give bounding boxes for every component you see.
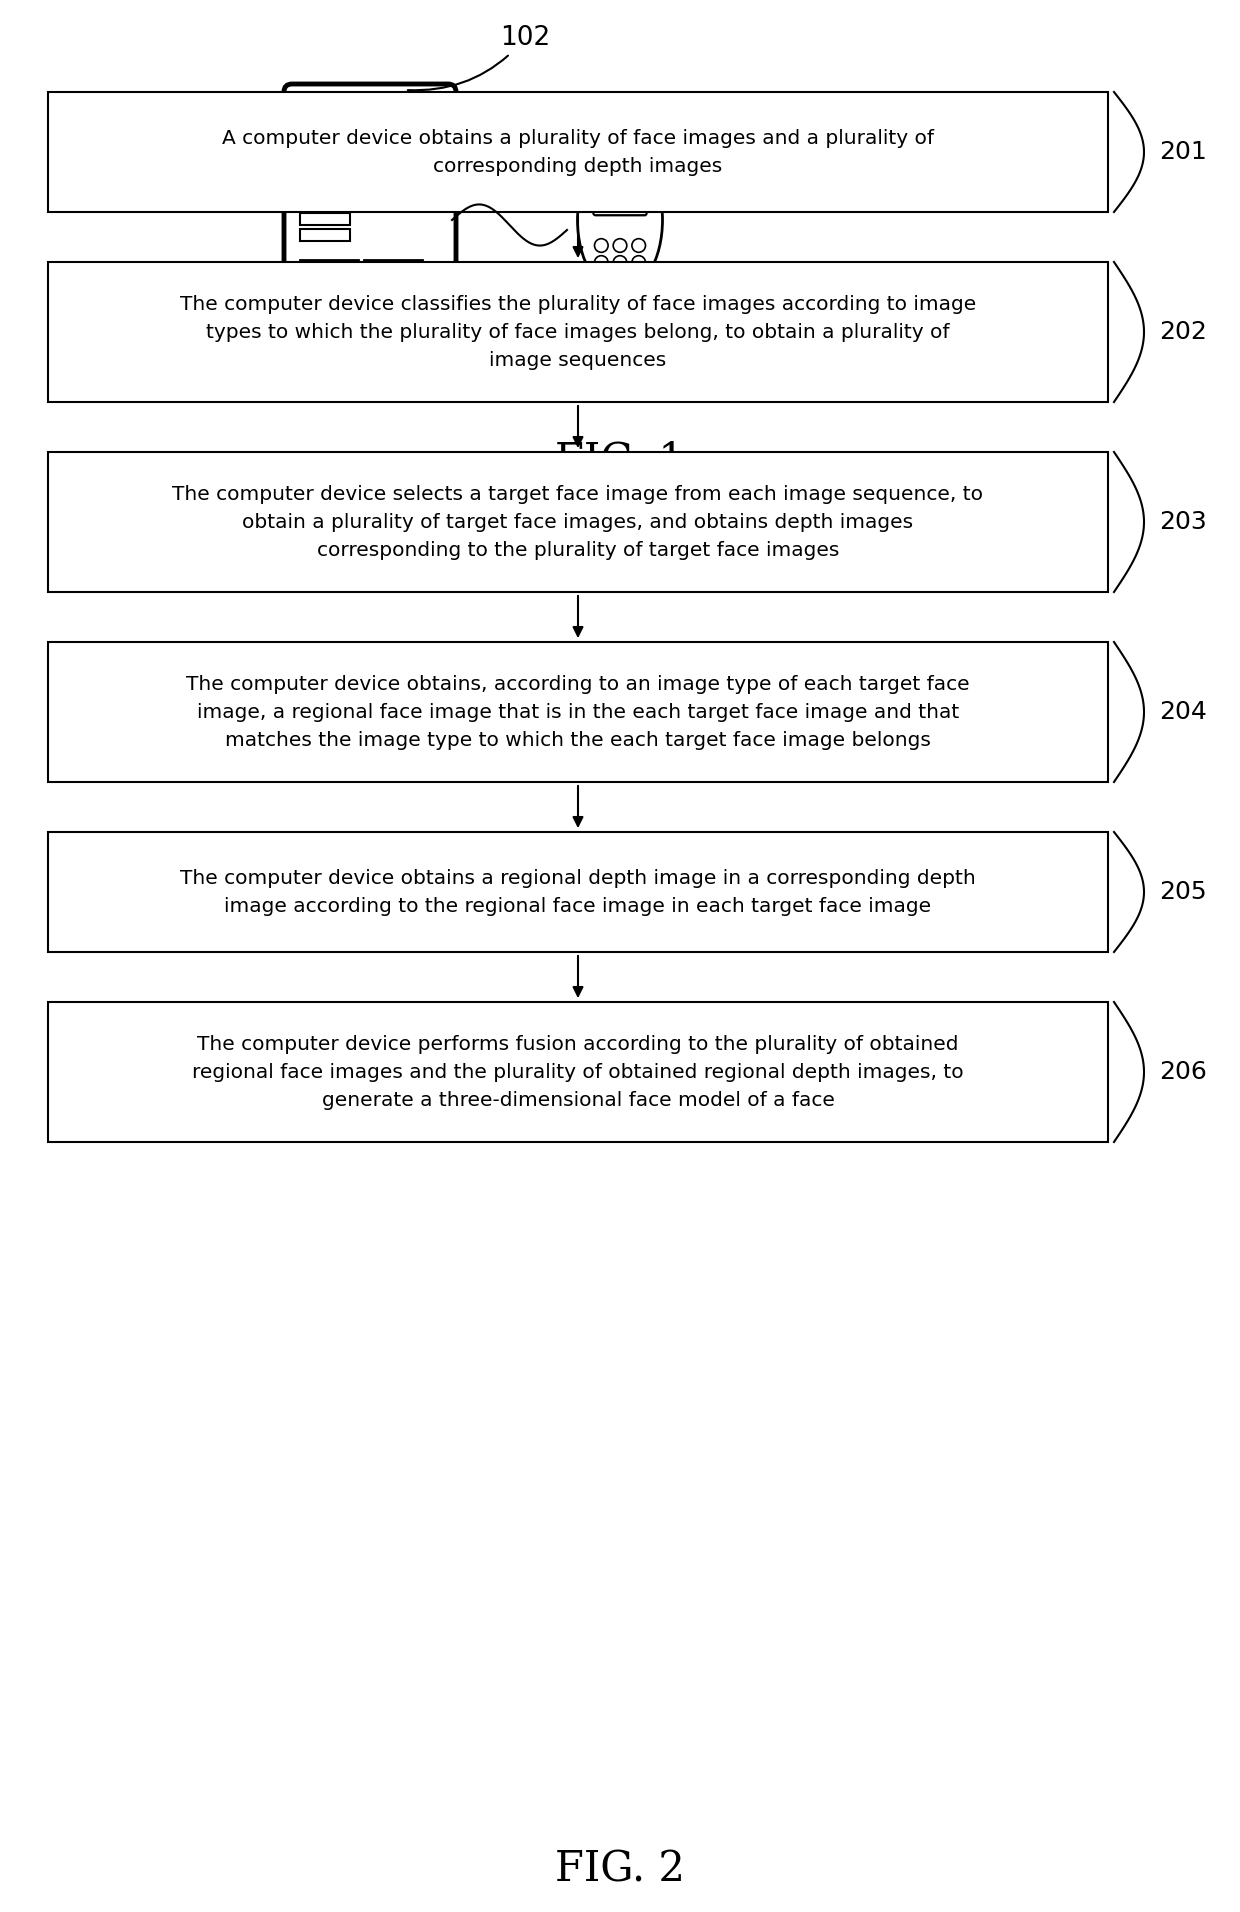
Text: The computer device performs fusion according to the plurality of obtained
regio: The computer device performs fusion acco… bbox=[192, 1034, 963, 1109]
Bar bbox=[300, 212, 350, 226]
FancyBboxPatch shape bbox=[606, 164, 634, 176]
Bar bbox=[300, 164, 350, 178]
Bar bbox=[48, 832, 1109, 952]
Circle shape bbox=[594, 239, 608, 252]
Circle shape bbox=[632, 256, 646, 270]
Polygon shape bbox=[294, 321, 446, 331]
Circle shape bbox=[632, 273, 646, 287]
Bar bbox=[300, 197, 350, 208]
Circle shape bbox=[614, 273, 626, 287]
Circle shape bbox=[594, 273, 608, 287]
Circle shape bbox=[632, 239, 646, 252]
Text: 203: 203 bbox=[1159, 511, 1207, 533]
Circle shape bbox=[614, 291, 626, 304]
Ellipse shape bbox=[578, 147, 662, 293]
Text: 204: 204 bbox=[1159, 700, 1207, 725]
Text: The computer device classifies the plurality of face images according to image
t: The computer device classifies the plura… bbox=[180, 294, 976, 369]
Text: FIG. 2: FIG. 2 bbox=[556, 1849, 684, 1891]
Text: 205: 205 bbox=[1159, 880, 1207, 904]
Bar bbox=[48, 1002, 1109, 1141]
FancyBboxPatch shape bbox=[594, 176, 646, 216]
Circle shape bbox=[614, 256, 626, 270]
Bar bbox=[300, 229, 350, 241]
Bar bbox=[300, 149, 350, 161]
Bar bbox=[48, 451, 1109, 593]
Bar bbox=[300, 260, 358, 312]
Circle shape bbox=[594, 291, 608, 304]
Text: 202: 202 bbox=[1159, 319, 1207, 344]
Bar bbox=[365, 260, 422, 312]
Text: 101: 101 bbox=[666, 111, 775, 172]
Bar bbox=[300, 182, 350, 193]
Text: 201: 201 bbox=[1159, 140, 1207, 164]
Text: The computer device obtains a regional depth image in a corresponding depth
imag: The computer device obtains a regional d… bbox=[180, 868, 976, 916]
Text: 102: 102 bbox=[408, 25, 551, 90]
Circle shape bbox=[365, 136, 374, 145]
Text: FIG. 1: FIG. 1 bbox=[556, 440, 684, 482]
Bar bbox=[300, 134, 350, 145]
Text: A computer device obtains a plurality of face images and a plurality of
correspo: A computer device obtains a plurality of… bbox=[222, 128, 934, 176]
Text: The computer device obtains, according to an image type of each target face
imag: The computer device obtains, according t… bbox=[186, 675, 970, 750]
Circle shape bbox=[632, 291, 646, 304]
Text: The computer device selects a target face image from each image sequence, to
obt: The computer device selects a target fac… bbox=[172, 484, 983, 560]
Bar bbox=[48, 92, 1109, 212]
Circle shape bbox=[594, 256, 608, 270]
FancyBboxPatch shape bbox=[284, 84, 456, 337]
Circle shape bbox=[614, 239, 626, 252]
Text: 206: 206 bbox=[1159, 1059, 1207, 1084]
Bar bbox=[48, 262, 1109, 402]
Bar bbox=[48, 642, 1109, 782]
